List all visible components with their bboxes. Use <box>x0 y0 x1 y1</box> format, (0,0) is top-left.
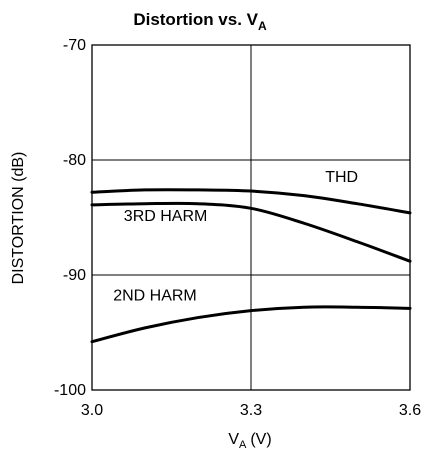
y-tick-label: -70 <box>63 37 86 54</box>
plot-frame <box>91 44 411 391</box>
x-axis-label-main: V <box>228 431 239 448</box>
x-axis-label-subscript: A <box>239 439 247 450</box>
series-label-2nd-harm: 2ND HARM <box>113 287 197 304</box>
chart-title: Distortion vs. VA <box>133 10 267 33</box>
y-tick-label: -90 <box>63 267 86 284</box>
series-layer <box>90 188 412 344</box>
series-line-3rd-harm <box>90 201 412 263</box>
series-line-thd <box>90 188 412 215</box>
tick-labels: -100 -90 -80 -70 3.0 3.3 3.6 <box>54 37 421 419</box>
grid <box>92 45 410 390</box>
y-tick-label: -100 <box>54 382 86 399</box>
series-line-2nd-harm <box>90 305 412 344</box>
x-tick-label: 3.6 <box>399 402 421 419</box>
y-tick-label: -80 <box>63 152 86 169</box>
x-axis-label-unit: (V) <box>250 431 271 448</box>
y-axis-label: DISTORTION (dB) <box>10 152 27 285</box>
x-axis-label: VA (V) <box>228 431 271 450</box>
series-labels: THD 3RD HARM 2ND HARM <box>113 169 358 304</box>
series-label-3rd-harm: 3RD HARM <box>124 208 208 225</box>
x-tick-label: 3.0 <box>81 402 103 419</box>
series-label-thd: THD <box>325 169 358 186</box>
chart-title-subscript: A <box>258 19 267 33</box>
chart-title-main: Distortion vs. V <box>133 10 258 29</box>
x-tick-label: 3.3 <box>240 402 262 419</box>
